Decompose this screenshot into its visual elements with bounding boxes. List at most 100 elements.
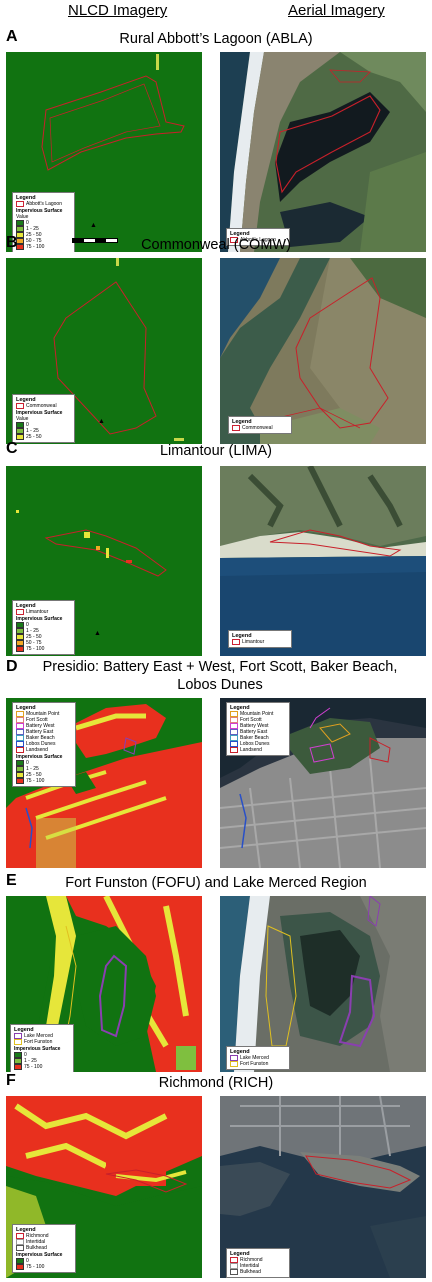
boundary-swatch bbox=[16, 201, 24, 207]
legend-box: Legend Abbott's Lagoon bbox=[226, 228, 290, 246]
legend-box: Legend Limantour bbox=[228, 630, 292, 648]
legend-site: Intertidal bbox=[26, 1239, 46, 1245]
legend-site: Commonweal bbox=[26, 403, 57, 409]
legend-box: Legend Mountain Point Fort Scott Battery… bbox=[226, 702, 290, 756]
nlcd-map: Legend Commonweal Impervious Surface Val… bbox=[6, 258, 202, 444]
legend-site: Mountain Point bbox=[26, 711, 60, 717]
legend-value-label: Value bbox=[16, 416, 29, 422]
legend-site: Battery East bbox=[26, 729, 54, 735]
legend-class: 75 - 100 bbox=[26, 244, 45, 250]
legend-title: Legend bbox=[14, 1027, 34, 1033]
legend-class: 1 - 25 bbox=[26, 226, 39, 232]
legend-class: 25 - 50 bbox=[26, 434, 42, 440]
legend-title: Legend bbox=[232, 633, 252, 639]
legend-class: 25 - 50 bbox=[26, 772, 42, 778]
nlcd-map: Legend Mountain Point Fort Scott Battery… bbox=[6, 698, 202, 868]
legend-title: Legend bbox=[16, 603, 36, 609]
panel-letter: C bbox=[6, 440, 18, 457]
legend-site: Lobos Dunes bbox=[26, 741, 56, 747]
panel-d: D Presidio: Battery East + West, Fort Sc… bbox=[0, 656, 432, 872]
legend-box: Legend Richmond Intertidal Bulkhead Impe… bbox=[12, 1224, 76, 1273]
legend-class: 25 - 50 bbox=[26, 232, 42, 238]
legend-class: 75 - 100 bbox=[26, 1264, 45, 1270]
legend-site: Abbott's Lagoon bbox=[26, 201, 62, 207]
legend-site: Fort Funston bbox=[24, 1039, 53, 1045]
legend-site: Bulkhead bbox=[26, 1245, 47, 1251]
panel-letter: A bbox=[6, 28, 18, 45]
legend-impervious-title: Impervious Surface bbox=[16, 616, 63, 622]
panel-a: A Rural Abbott’s Lagoon (ABLA) Legend Ab… bbox=[0, 26, 432, 256]
aerial-map: Legend Richmond Intertidal Bulkhead bbox=[220, 1096, 426, 1278]
legend-class: 0 bbox=[24, 1052, 27, 1058]
panel-title: Richmond (RICH) bbox=[158, 1075, 274, 1091]
legend-box: Legend Abbott's Lagoon Impervious Surfac… bbox=[12, 192, 75, 252]
north-arrow-icon: ▲ bbox=[90, 222, 97, 229]
aerial-map: Legend Limantour bbox=[220, 466, 426, 656]
legend-site: Mountain Point bbox=[240, 711, 274, 717]
legend-site: Lake Merced bbox=[240, 1055, 269, 1061]
legend-class: 25 - 50 bbox=[26, 634, 42, 640]
panel-c: C Limantour (LIMA) Legend Limantour Impe… bbox=[0, 440, 432, 660]
panel-letter: D bbox=[6, 658, 18, 675]
aerial-map: Legend Mountain Point Fort Scott Battery… bbox=[220, 698, 426, 868]
legend-title: Legend bbox=[230, 1251, 250, 1257]
legend-impervious-title: Impervious Surface bbox=[16, 754, 63, 760]
boundary-swatch bbox=[232, 425, 240, 431]
legend-site: Battery West bbox=[240, 723, 269, 729]
legend-site: Limantour bbox=[242, 639, 265, 645]
legend-impervious-title: Impervious Surface bbox=[16, 410, 63, 416]
legend-title: Legend bbox=[230, 231, 250, 237]
nlcd-map: Legend Limantour Impervious Surface 0 1 … bbox=[6, 466, 202, 656]
legend-site: Limantour bbox=[26, 609, 49, 615]
legend-title: Legend bbox=[230, 1049, 250, 1055]
legend-class: 1 - 25 bbox=[26, 428, 39, 434]
legend-class: 50 - 75 bbox=[26, 238, 42, 244]
legend-site: Lake Merced bbox=[24, 1033, 53, 1039]
legend-class: 1 - 25 bbox=[24, 1058, 37, 1064]
legend-site: Battery West bbox=[26, 723, 55, 729]
legend-title: Legend bbox=[16, 195, 36, 201]
legend-site: Lobos Dunes bbox=[240, 741, 270, 747]
legend-box: Legend Lake Merced Fort Funston Impervio… bbox=[10, 1024, 74, 1072]
legend-title: Legend bbox=[16, 705, 36, 711]
legend-site: Baker Beach bbox=[240, 735, 269, 741]
boundary-swatch bbox=[16, 403, 24, 409]
panel-f: F Richmond (RICH) Legend Richmond Intert… bbox=[0, 1072, 432, 1282]
panel-e: E Fort Funston (FOFU) and Lake Merced Re… bbox=[0, 872, 432, 1072]
panel-title: Rural Abbott’s Lagoon (ABLA) bbox=[119, 31, 313, 47]
legend-site: Battery East bbox=[240, 729, 268, 735]
north-arrow-icon: ▲ bbox=[98, 418, 105, 425]
legend-class: 75 - 100 bbox=[26, 778, 45, 784]
legend-site: Fort Scott bbox=[240, 717, 262, 723]
legend-box: Legend Commonweal bbox=[228, 416, 292, 434]
nlcd-map: Legend Abbott's Lagoon Impervious Surfac… bbox=[6, 52, 202, 252]
scale-bar bbox=[72, 238, 118, 243]
legend-site: Richmond bbox=[240, 1257, 263, 1263]
legend-site: Baker Beach bbox=[26, 735, 55, 741]
header-nlcd: NLCD Imagery bbox=[68, 2, 168, 19]
legend-site: Abbott's Lagoon bbox=[240, 237, 276, 243]
aerial-map: Legend Abbott's Lagoon bbox=[220, 52, 426, 252]
legend-class: 75 - 100 bbox=[24, 1064, 43, 1070]
legend-box: Legend Lake Merced Fort Funston bbox=[226, 1046, 290, 1070]
boundary-swatch bbox=[16, 609, 24, 615]
panel-letter: B bbox=[6, 234, 18, 251]
legend-impervious-title: Impervious Surface bbox=[16, 208, 63, 214]
legend-box: Legend Mountain Point Fort Scott Battery… bbox=[12, 702, 76, 787]
legend-class: 1 - 25 bbox=[26, 628, 39, 634]
legend-class: 0 bbox=[26, 760, 29, 766]
legend-class: 0 bbox=[26, 622, 29, 628]
legend-box: Legend Limantour Impervious Surface 0 1 … bbox=[12, 600, 75, 655]
legend-site: Intertidal bbox=[240, 1263, 260, 1269]
boundary-swatch bbox=[232, 639, 240, 645]
legend-site: Fort Funston bbox=[240, 1061, 269, 1067]
panel-letter: E bbox=[6, 872, 17, 889]
legend-title: Legend bbox=[232, 419, 252, 425]
legend-site: Landsend bbox=[26, 747, 48, 753]
legend-site: Bulkhead bbox=[240, 1269, 261, 1275]
legend-title: Legend bbox=[16, 1227, 36, 1233]
legend-class: 75 - 100 bbox=[26, 646, 45, 652]
nlcd-map: Legend Richmond Intertidal Bulkhead Impe… bbox=[6, 1096, 202, 1278]
panel-title: Presidio: Battery East + West, Fort Scot… bbox=[42, 659, 398, 693]
legend-value-label: Value bbox=[16, 214, 29, 220]
